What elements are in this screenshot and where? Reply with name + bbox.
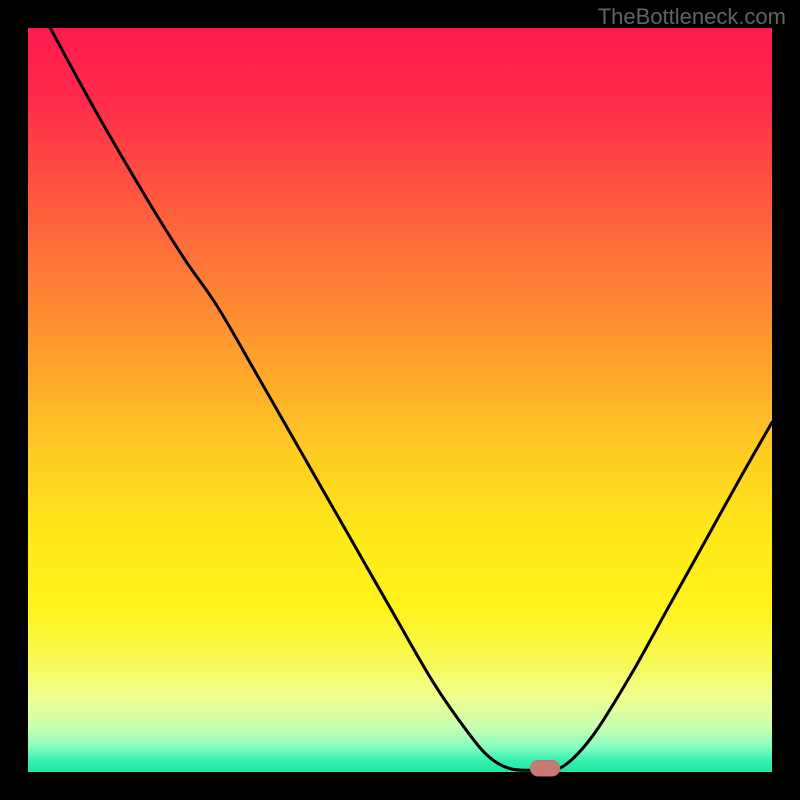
watermark-text: TheBottleneck.com (598, 4, 786, 30)
optimum-marker (530, 760, 560, 776)
plot-area (28, 28, 772, 772)
chart-frame: TheBottleneck.com (0, 0, 800, 800)
marker-layer (28, 28, 772, 772)
